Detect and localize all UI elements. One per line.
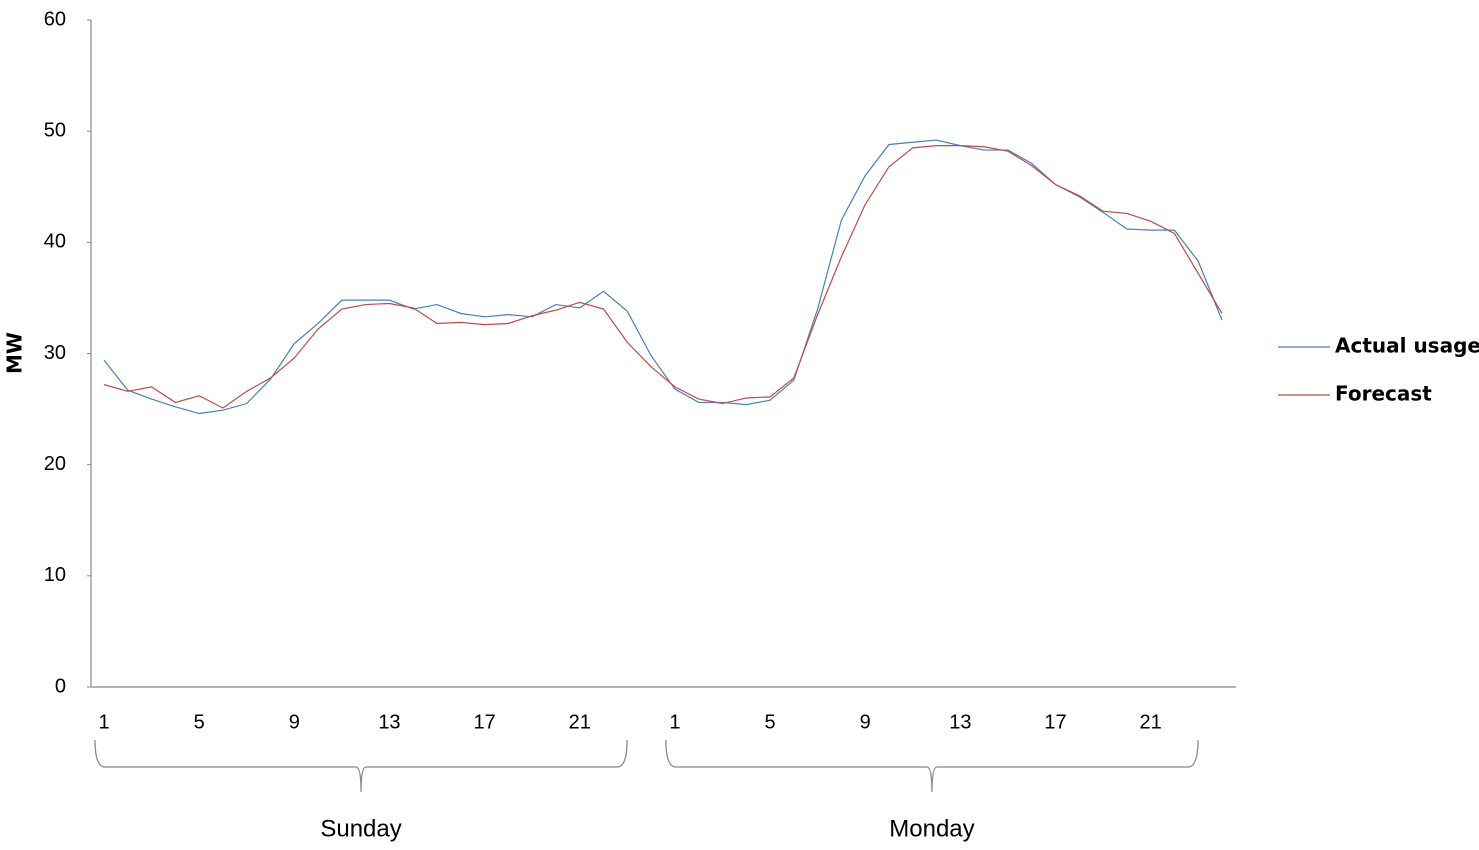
x-tick-label: 17 [473, 711, 495, 733]
x-tick-label: 9 [289, 711, 300, 733]
group-brace [665, 739, 1199, 793]
group-brace [94, 739, 628, 793]
x-tick-label: 13 [378, 711, 400, 733]
legend-label: Forecast [1335, 382, 1432, 406]
y-tick-label: 10 [44, 564, 66, 586]
y-axis-title: MW [3, 332, 27, 374]
x-tick-label: 9 [860, 711, 871, 733]
y-tick-label: 40 [44, 231, 66, 253]
x-tick-label: 5 [764, 711, 775, 733]
x-tick-label: 1 [98, 711, 109, 733]
x-tick-label: 21 [1140, 711, 1162, 733]
y-tick-label: 20 [44, 453, 66, 475]
x-tick-label: 1 [669, 711, 680, 733]
y-tick-label: 30 [44, 342, 66, 364]
x-tick-label: 5 [194, 711, 205, 733]
series-line [103, 145, 1223, 409]
y-tick-label: 60 [44, 8, 66, 30]
x-tick-label: 17 [1044, 711, 1066, 733]
legend-label: Actual usage [1335, 334, 1479, 358]
series-line [103, 139, 1223, 415]
group-label: Sunday [320, 815, 401, 842]
y-tick-label: 50 [44, 119, 66, 141]
x-tick-label: 13 [949, 711, 971, 733]
group-label: Monday [889, 815, 974, 842]
x-tick-label: 21 [569, 711, 591, 733]
y-tick-label: 0 [55, 675, 66, 697]
